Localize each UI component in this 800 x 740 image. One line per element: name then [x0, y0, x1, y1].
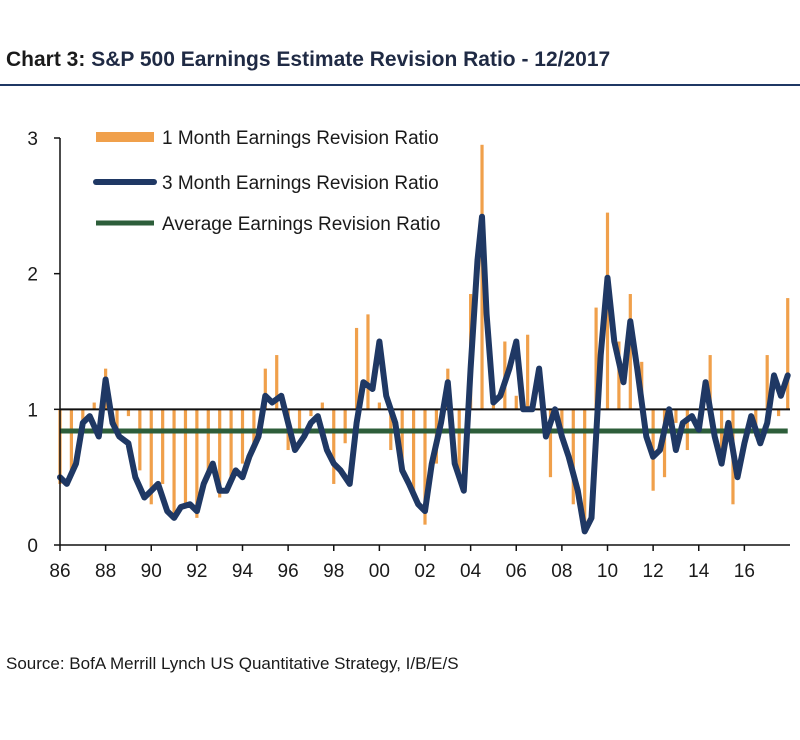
bar-1m	[514, 395, 518, 410]
bar-1m	[765, 355, 769, 410]
chart-title: Chart 3: S&P 500 Earnings Estimate Revis…	[6, 48, 610, 72]
bar-1m	[457, 409, 461, 478]
y-tick-label: 3	[27, 129, 38, 150]
bar-1m	[708, 355, 712, 410]
y-tick-label: 2	[27, 265, 38, 286]
bar-1m	[263, 368, 267, 410]
bar-1m	[240, 409, 245, 464]
bar-1m	[172, 409, 176, 518]
x-tick-label: 98	[323, 561, 344, 582]
x-axis-ticks: 86 88 90 92 94 96 98 00 02 04 06 08 10 12 14 16	[49, 545, 755, 582]
bar-1m	[377, 402, 381, 410]
bar-1m	[297, 409, 302, 430]
bar-1m	[571, 409, 575, 505]
bar-1m	[115, 409, 119, 437]
bar-1m	[126, 409, 131, 417]
x-tick-label: 10	[597, 561, 618, 582]
legend-item-1m: 1 Month Earnings Revision Ratio	[96, 128, 439, 149]
x-tick-label: 90	[141, 561, 162, 582]
bar-1m	[423, 409, 427, 525]
x-tick-label: 14	[688, 561, 710, 582]
legend: 1 Month Earnings Revision Ratio 3 Month …	[93, 128, 440, 235]
bar-1m	[411, 409, 416, 498]
x-tick-label: 06	[506, 561, 527, 582]
bar-1m	[69, 409, 74, 471]
bar-1m	[92, 402, 96, 410]
bar-1m	[195, 409, 199, 518]
legend-label-1m: 1 Month Earnings Revision Ratio	[162, 128, 439, 149]
x-tick-label: 16	[734, 561, 755, 582]
bar-1m	[366, 314, 370, 410]
legend-item-3m: 3 Month Earnings Revision Ratio	[93, 173, 439, 194]
y-tick-label: 1	[27, 400, 38, 421]
bar-1m	[583, 409, 587, 532]
bar-1m	[719, 409, 724, 464]
bar-1m	[548, 409, 553, 478]
bar-1m	[218, 409, 222, 498]
bars-1m-series	[58, 144, 790, 532]
bar-1m	[206, 409, 210, 471]
bar-1m	[275, 355, 279, 410]
y-tick-label: 0	[27, 536, 38, 557]
x-tick-label: 04	[460, 561, 482, 582]
x-tick-label: 12	[643, 561, 664, 582]
legend-label-3m: 3 Month Earnings Revision Ratio	[162, 173, 439, 194]
bar-1m	[560, 409, 564, 437]
bar-1m	[526, 334, 530, 410]
bar-1m	[252, 409, 256, 444]
bar-1m	[400, 409, 404, 471]
bar-1m	[343, 409, 347, 444]
line-3m-series	[57, 213, 791, 535]
bar-1m	[674, 409, 678, 423]
bar-1m	[332, 409, 336, 484]
legend-label-avg: Average Earnings Revision Ratio	[162, 214, 440, 235]
bar-1m	[628, 294, 632, 410]
bar-1m	[776, 409, 781, 417]
x-tick-label: 94	[232, 561, 254, 582]
y-axis-ticks: 0 1 2 3	[27, 129, 60, 557]
x-tick-label: 96	[278, 561, 299, 582]
x-tick-label: 86	[49, 561, 70, 582]
chart-number: Chart 3:	[6, 48, 86, 71]
x-tick-label: 92	[186, 561, 207, 582]
bar-1m	[138, 409, 142, 471]
bar-1m	[149, 409, 153, 505]
bar-1m	[229, 409, 233, 478]
chart-title-text: S&P 500 Earnings Estimate Revision Ratio…	[91, 48, 611, 71]
legend-swatch-1m	[96, 132, 154, 142]
bar-1m	[183, 409, 188, 505]
x-tick-label: 88	[95, 561, 116, 582]
x-tick-label: 00	[369, 561, 390, 582]
bar-1m	[161, 409, 165, 484]
title-rule	[0, 84, 800, 86]
source-note: Source: BofA Merrill Lynch US Quantitati…	[6, 654, 459, 673]
bar-1m	[594, 307, 598, 410]
bar-1m	[309, 409, 313, 417]
bar-1m	[786, 298, 790, 410]
x-tick-label: 08	[551, 561, 572, 582]
bar-1m	[320, 402, 324, 410]
legend-item-avg: Average Earnings Revision Ratio	[96, 214, 440, 235]
bar-1m	[354, 327, 359, 410]
x-tick-label: 02	[414, 561, 435, 582]
